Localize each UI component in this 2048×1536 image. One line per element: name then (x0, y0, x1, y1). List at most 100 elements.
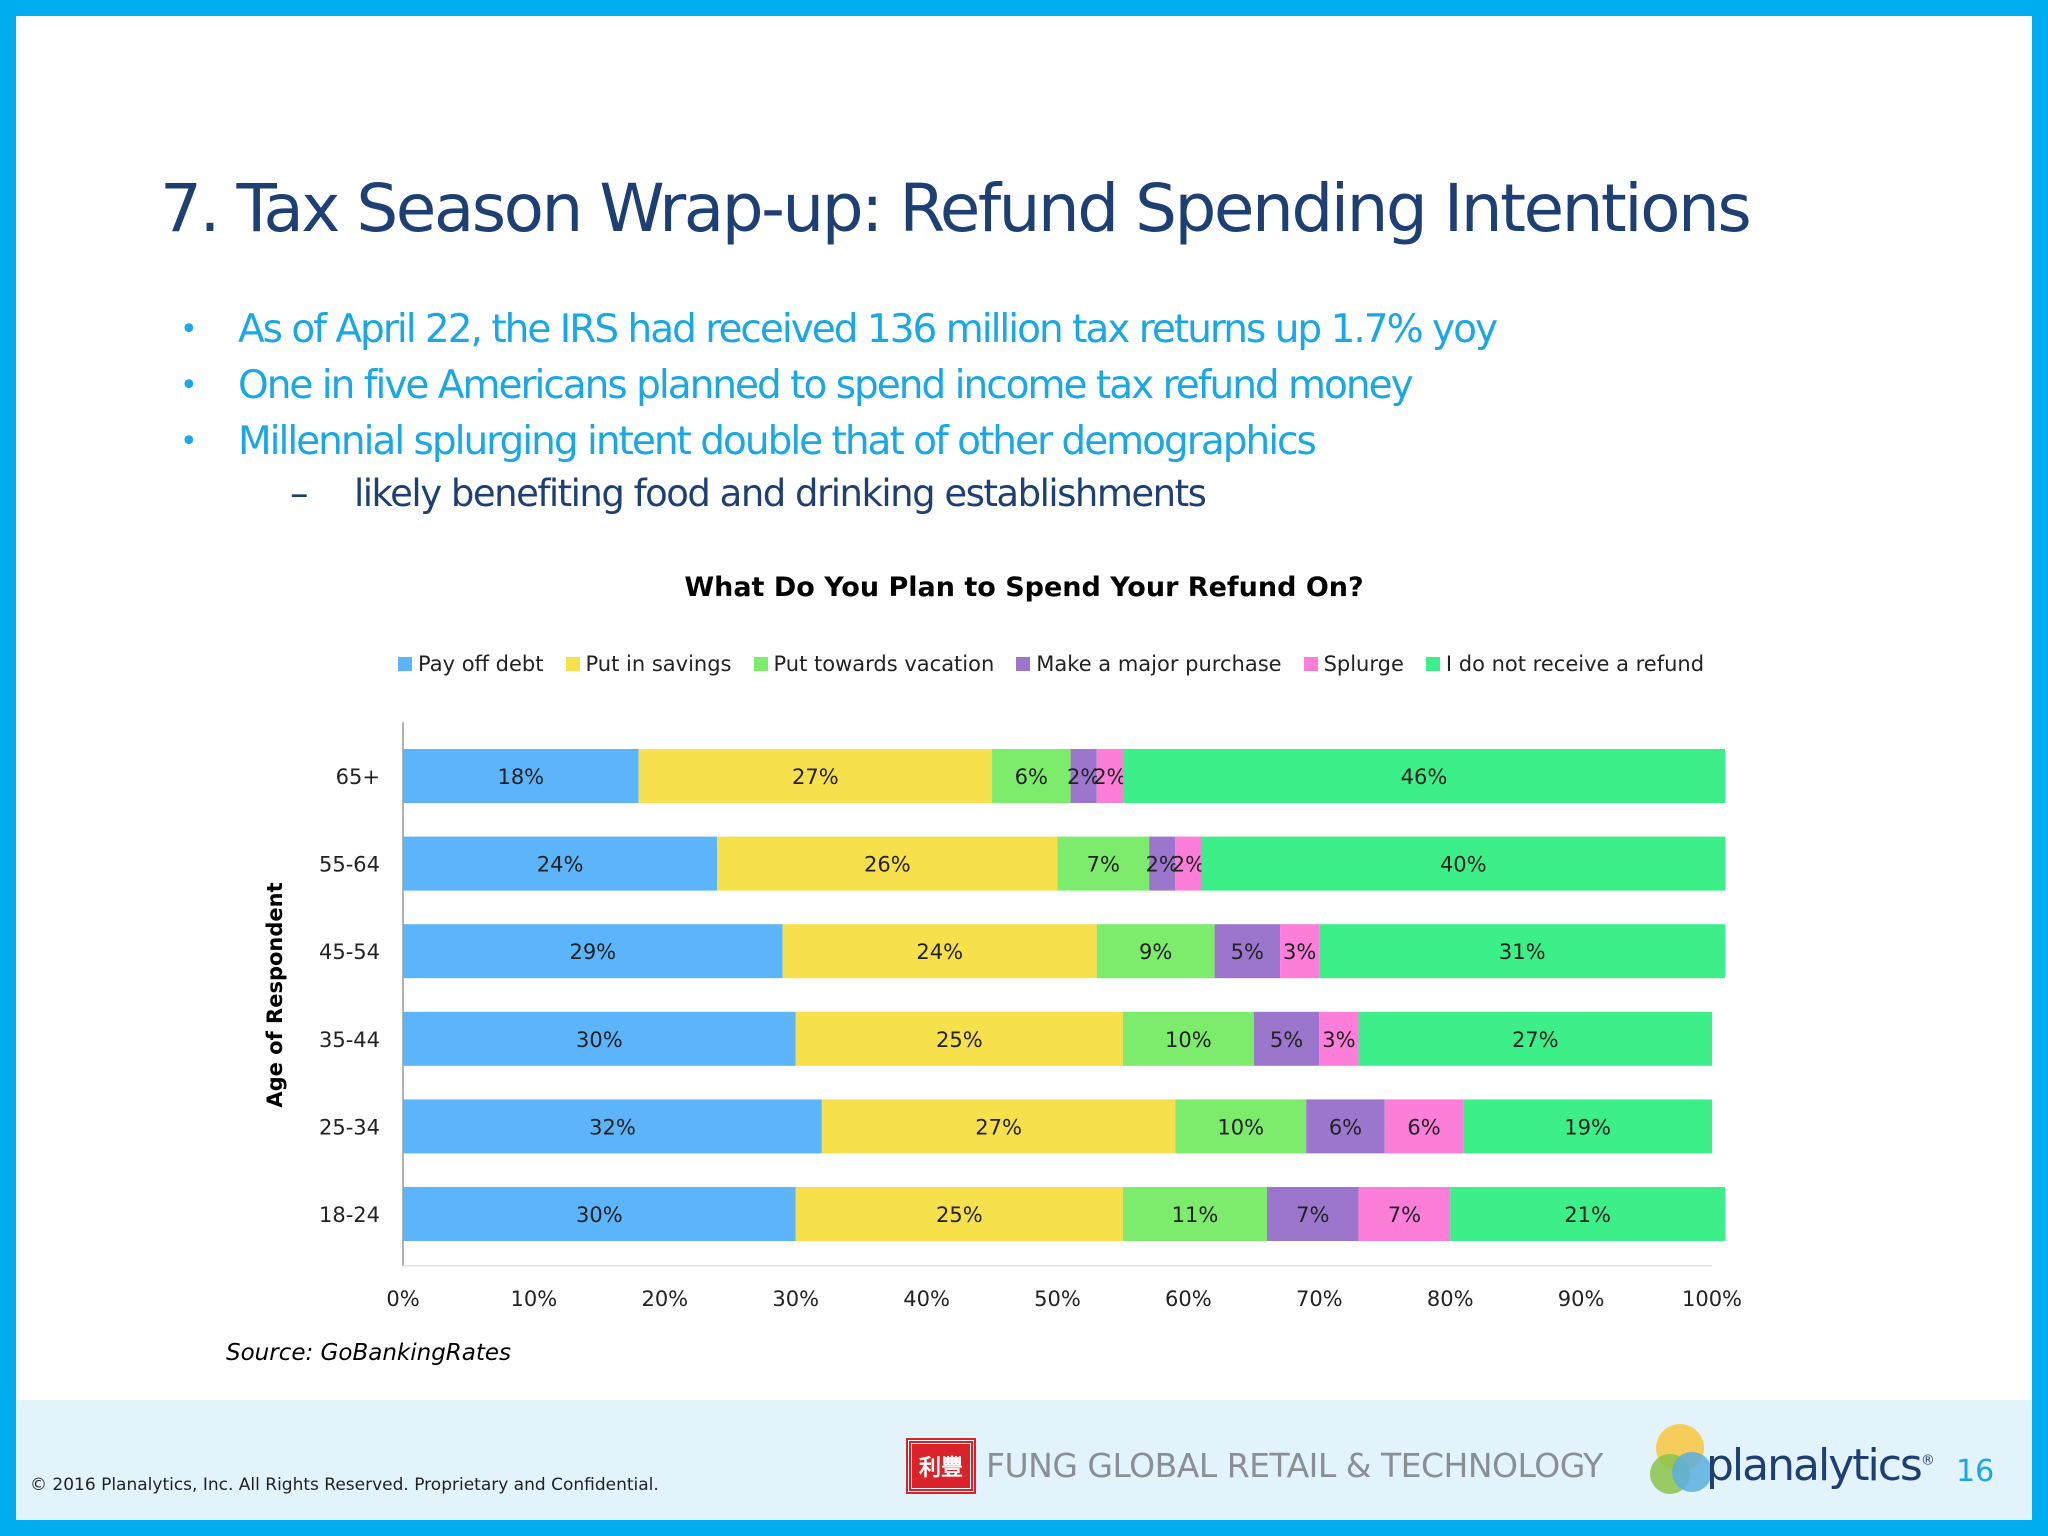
data-label: 6% (1329, 1115, 1362, 1139)
data-label: 5% (1231, 940, 1264, 964)
legend-item: Make a major purchase (1016, 652, 1282, 676)
legend-swatch (1016, 657, 1031, 671)
x-tick-label: 20% (641, 1287, 688, 1311)
bar-segment (1175, 836, 1202, 891)
x-tick-label: 40% (903, 1287, 950, 1311)
bar-segment (992, 749, 1071, 803)
data-label: 27% (975, 1115, 1022, 1139)
bar-segment (795, 1187, 1123, 1241)
legend-swatch (398, 657, 412, 671)
bullet-text: As of April 22, the IRS had received 136… (238, 307, 1498, 352)
category-tick-label: 45-54 (319, 940, 380, 964)
data-label: 2% (1093, 765, 1126, 789)
x-tick-label: 100% (1682, 1287, 1742, 1311)
x-tick-label: 30% (772, 1287, 819, 1311)
bar-segment (1463, 1099, 1712, 1154)
bar-segment (782, 924, 1097, 979)
bar-segment (1214, 924, 1281, 979)
bullet-item: • One in five Americans planned to spend … (180, 358, 1496, 414)
bullet-dot-icon: • (180, 368, 198, 403)
bar-segment (1122, 1011, 1254, 1066)
bar-segment (403, 1011, 796, 1066)
data-label: 7% (1087, 853, 1120, 877)
bar-segment (1096, 924, 1215, 979)
fung-logo: 利豐 (906, 1438, 976, 1494)
bar-segment (1306, 1099, 1385, 1154)
bullet-item: • Millennial splurging intent double that… (180, 414, 1496, 470)
legend-swatch (565, 657, 580, 671)
page-number: 16 (1956, 1454, 1995, 1489)
chart-legend: Pay off debt Put in savings Put towards va… (398, 652, 1704, 676)
data-label: 3% (1283, 940, 1316, 964)
data-label: 6% (1407, 1115, 1440, 1139)
legend-item: Put in savings (565, 652, 732, 676)
x-tick-label: 50% (1034, 1287, 1081, 1311)
bar-segment (403, 749, 639, 803)
bar-segment (1175, 1099, 1307, 1154)
data-label: 30% (576, 1203, 623, 1227)
bar-segment (403, 1187, 796, 1241)
data-label: 25% (936, 1203, 983, 1227)
bar-segment (821, 1099, 1176, 1154)
x-tick-label: 80% (1427, 1287, 1474, 1311)
bar-segment (1319, 924, 1726, 979)
bullet-dot-icon: • (180, 424, 198, 459)
legend-item: Pay off debt (398, 652, 544, 676)
fung-logo-text: FUNG GLOBAL RETAIL & TECHNOLOGY (986, 1446, 1603, 1485)
bar-segment (1450, 1187, 1726, 1241)
data-label: 11% (1172, 1203, 1219, 1227)
y-axis-title: Age of Respondent (263, 882, 287, 1107)
legend-swatch (1425, 657, 1440, 671)
slide-title: 7. Tax Season Wrap-up: Refund Spending I… (160, 170, 1752, 247)
bar-segment (403, 836, 718, 891)
data-label: 27% (792, 765, 839, 789)
x-tick-label: 60% (1165, 1287, 1212, 1311)
data-label: 7% (1296, 1203, 1329, 1227)
legend-item: I do not receive a refund (1425, 652, 1705, 676)
legend-label: Make a major purchase (1036, 652, 1282, 676)
data-label: 6% (1015, 765, 1048, 789)
bar-segment (1070, 749, 1097, 803)
bullet-text: Millennial splurging intent double that … (238, 419, 1317, 464)
bar-segment (1358, 1011, 1712, 1066)
data-label: 32% (589, 1115, 636, 1139)
data-label: 46% (1401, 765, 1448, 789)
chart-title: What Do You Plan to Spend Your Refund On… (684, 572, 1364, 603)
bar-segment (717, 836, 1058, 891)
bar-segment (1280, 924, 1320, 979)
bullet-dot-icon: • (180, 312, 198, 347)
data-label: 26% (864, 853, 911, 877)
bar-segment (1057, 836, 1150, 891)
sub-bullet-dash: – (290, 472, 309, 515)
legend-label: I do not receive a refund (1445, 652, 1705, 676)
x-tick-label: 0% (386, 1287, 419, 1311)
bar-segment (1122, 1187, 1267, 1241)
category-tick-label: 35-44 (319, 1028, 380, 1052)
data-label: 29% (569, 940, 616, 964)
bar-segment (1253, 1011, 1320, 1066)
data-label: 2% (1067, 765, 1100, 789)
bar-segment (403, 1099, 822, 1154)
bullet-text: One in five Americans planned to spend i… (238, 363, 1414, 408)
data-label: 10% (1217, 1115, 1264, 1139)
bar-segment (1149, 836, 1176, 891)
planalytics-logo-icon (1650, 1424, 1712, 1494)
legend-label: Put towards vacation (773, 652, 995, 676)
bar-segment (1384, 1099, 1464, 1154)
bar-segment (1096, 749, 1123, 803)
data-label: 24% (537, 853, 584, 877)
legend-label: Pay off debt (418, 652, 544, 676)
data-label: 10% (1165, 1028, 1212, 1052)
bar-segment (1358, 1187, 1451, 1241)
legend-swatch (1303, 657, 1318, 671)
bar-segment (1319, 1011, 1359, 1066)
data-label: 31% (1499, 940, 1546, 964)
x-tick-label: 70% (1296, 1287, 1343, 1311)
legend-swatch (753, 657, 768, 671)
legend-label: Splurge (1323, 652, 1404, 676)
x-tick-label: 90% (1558, 1287, 1605, 1311)
category-tick-label: 18-24 (319, 1203, 380, 1227)
bar-segment (795, 1011, 1123, 1066)
data-label: 30% (576, 1028, 623, 1052)
